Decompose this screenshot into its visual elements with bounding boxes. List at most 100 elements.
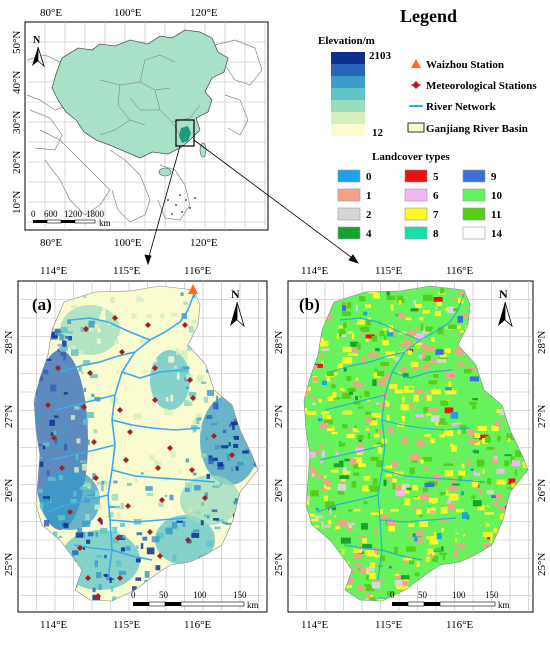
landcover-cell	[310, 466, 315, 472]
elevation-cell	[97, 584, 100, 589]
landcover-cell	[431, 555, 439, 562]
panel-b-scale-bar: 0 50 100 150 km	[390, 590, 510, 610]
elevation-cell	[125, 546, 131, 551]
landcover-cell	[446, 504, 455, 510]
elevation-cell	[95, 571, 102, 579]
elevation-cell	[206, 415, 213, 419]
landcover-cell	[395, 356, 400, 361]
landcover-cell	[447, 306, 456, 314]
landcover-cell	[457, 361, 465, 366]
elevation-cell	[100, 527, 108, 534]
elevation-cell	[66, 336, 71, 340]
landcover-cell	[430, 415, 440, 423]
landcover-cell	[349, 421, 358, 426]
landcover-cell	[388, 383, 398, 389]
landcover-cell	[474, 442, 481, 446]
meteorological-station	[155, 465, 161, 471]
panel-a-scale-0: 0	[131, 590, 136, 600]
landcover-cell	[355, 377, 359, 381]
landcover-cell	[348, 353, 359, 357]
elevation-ramp-step	[331, 124, 365, 136]
landcover-cell	[363, 501, 368, 505]
elevation-cell	[83, 459, 87, 466]
landcover-cell	[468, 439, 477, 444]
landcover-cell	[414, 535, 418, 542]
landcover-cell	[404, 488, 410, 494]
elevation-cell	[112, 415, 120, 419]
elevation-cell	[186, 344, 192, 351]
elevation-cell	[115, 406, 118, 414]
landcover-cell	[365, 550, 374, 555]
landcover-cell	[410, 308, 419, 312]
landcover-label-10: 10	[491, 190, 503, 202]
landcover-cell	[446, 389, 457, 395]
landcover-cell	[331, 431, 339, 435]
overview-scale-unit: km	[99, 218, 111, 228]
elevation-cell	[104, 481, 112, 487]
elevation-cell	[49, 419, 55, 426]
elevation-cell	[98, 412, 106, 416]
landcover-swatch-9	[462, 169, 486, 183]
landcover-cell	[338, 328, 346, 335]
landcover-cell	[461, 512, 469, 519]
landcover-cell	[422, 363, 430, 370]
elevation-cell	[66, 331, 73, 334]
landcover-cell	[360, 566, 366, 573]
landcover-cell	[439, 434, 446, 438]
elevation-cell	[182, 521, 186, 527]
elevation-cell	[58, 475, 64, 480]
elevation-cell	[150, 469, 155, 474]
elevation-cell	[74, 467, 79, 473]
landcover-cell	[455, 325, 461, 329]
elevation-cell	[64, 477, 67, 483]
elevation-cell	[212, 485, 220, 489]
landcover-cell	[326, 376, 331, 382]
landcover-cell	[457, 315, 464, 323]
elevation-cell	[190, 425, 198, 430]
landcover-cell	[414, 572, 420, 577]
meteorological-station	[145, 322, 151, 328]
meteorological-station	[187, 377, 193, 383]
landcover-swatch-2	[337, 207, 361, 221]
landcover-cell	[327, 396, 334, 401]
landcover-cell	[358, 585, 363, 591]
landcover-water	[343, 544, 383, 551]
ov-top-tick-120: 120°E	[190, 7, 218, 19]
landcover-cell	[452, 478, 456, 485]
landcover-cell	[462, 534, 466, 537]
landcover-swatch-4	[337, 226, 361, 240]
elevation-cell	[72, 306, 75, 309]
river-network-label: River Network	[426, 101, 497, 113]
landcover-cell	[412, 364, 415, 372]
landcover-cell	[507, 438, 511, 442]
elevation-cell	[192, 419, 197, 426]
river-segment	[121, 369, 183, 379]
landcover-cell	[370, 456, 379, 461]
elevation-cell	[171, 521, 178, 529]
landcover-cell	[426, 395, 432, 401]
landcover-cell	[411, 458, 418, 463]
landcover-cell	[412, 485, 419, 492]
elevation-cell	[113, 339, 119, 344]
landcover-cell	[477, 425, 487, 431]
landcover-cell	[496, 468, 505, 474]
landcover-cell	[410, 361, 419, 368]
landcover-cell	[357, 535, 366, 538]
elevation-cell	[215, 404, 218, 410]
elevation-cell	[119, 360, 123, 366]
panel-b-north-arrow: N	[498, 287, 513, 328]
landcover-cell	[351, 348, 359, 353]
landcover-swatch-5	[404, 169, 428, 183]
landcover-cell	[347, 509, 352, 512]
elevation-cell	[155, 565, 161, 571]
landcover-cell	[401, 298, 405, 304]
elevation-cell	[233, 500, 241, 505]
landcover-cell	[461, 463, 465, 469]
a-left-tick-27: 27°N	[3, 405, 15, 428]
elevation-cell	[149, 455, 156, 460]
elevation-cell	[214, 444, 220, 450]
landcover-cell	[355, 516, 362, 521]
meteorological-station	[97, 517, 103, 523]
landcover-cell	[462, 409, 467, 415]
landcover-cell	[398, 300, 402, 305]
